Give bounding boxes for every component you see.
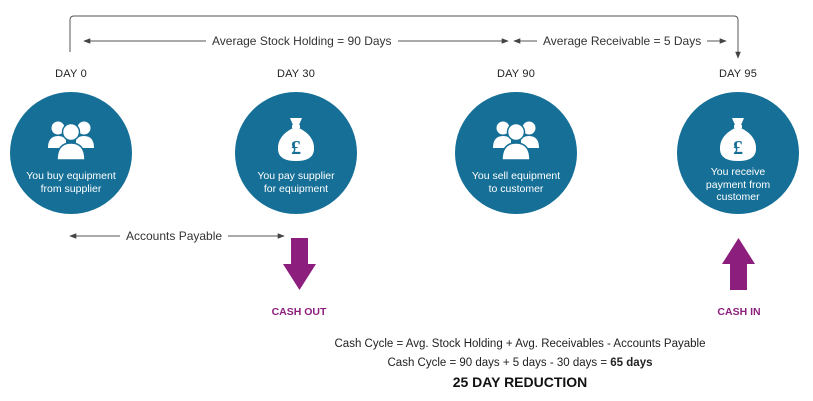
- stock-holding-label: Average Stock Holding = 90 Days: [206, 34, 398, 48]
- cash-cycle-formula: Cash Cycle = Avg. Stock Holding + Avg. R…: [334, 338, 706, 350]
- calculation-text: Cash Cycle = 90 days + 5 days - 30 days …: [387, 357, 611, 369]
- stage-caption: You sell equipment to customer: [471, 170, 561, 195]
- svg-text:£: £: [291, 137, 301, 159]
- cash-out-arrow: [283, 238, 316, 290]
- day-reduction-heading: 25 DAY REDUCTION: [452, 374, 588, 390]
- day-label-0: DAY 0: [55, 68, 87, 80]
- people-group-icon: [48, 121, 94, 161]
- stage-buy-equipment: You buy equipment from supplier: [10, 92, 132, 214]
- day-label-30: DAY 30: [276, 68, 316, 80]
- stage-pay-supplier: £ You pay supplier for equipment: [235, 92, 357, 214]
- receivable-label: Average Receivable = 5 Days: [537, 34, 708, 48]
- money-bag-pound-icon: £: [719, 118, 757, 161]
- stage-caption: You receive payment from customer: [705, 166, 771, 203]
- cash-in-arrow: [722, 238, 755, 290]
- people-group-icon: [493, 121, 539, 161]
- stage-receive-payment: £ You receive payment from customer: [677, 92, 799, 214]
- accounts-payable-label: Accounts Payable: [120, 229, 229, 243]
- stage-caption: You buy equipment from supplier: [26, 170, 116, 195]
- svg-text:£: £: [733, 137, 743, 159]
- money-bag-pound-icon: £: [277, 118, 315, 161]
- day-label-90: DAY 90: [496, 68, 536, 80]
- cash-cycle-calculation: Cash Cycle = 90 days + 5 days - 30 days …: [250, 357, 790, 369]
- day-label-95: DAY 95: [718, 68, 758, 80]
- timeline-bracket: [69, 15, 741, 59]
- calculation-result: 65 days: [610, 357, 653, 369]
- cash-out-label: CASH OUT: [271, 306, 327, 318]
- cash-in-label: CASH IN: [717, 306, 761, 318]
- stage-caption: You pay supplier for equipment: [257, 170, 335, 195]
- stage-sell-equipment: You sell equipment to customer: [455, 92, 577, 214]
